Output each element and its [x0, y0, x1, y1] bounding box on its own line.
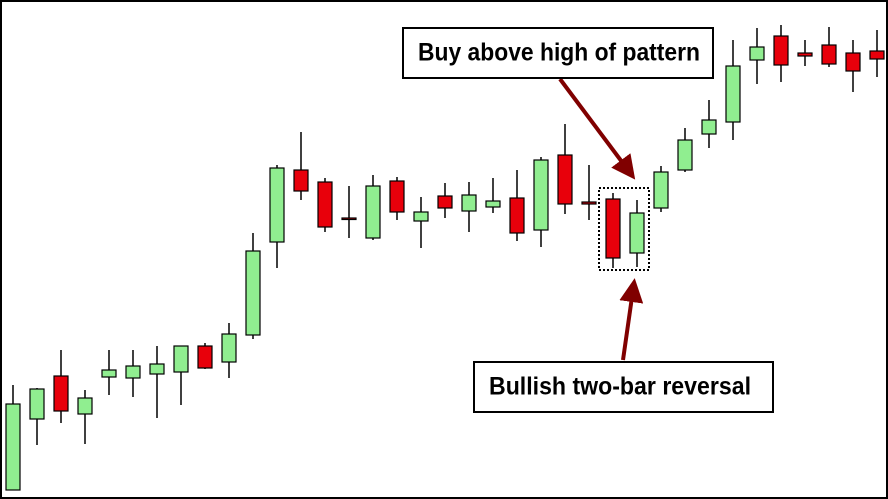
candle-body	[773, 35, 789, 66]
candle-body	[245, 250, 261, 336]
candle-body	[677, 139, 693, 171]
candle-body	[197, 345, 213, 369]
candle-body	[53, 375, 69, 412]
arrow	[558, 77, 636, 180]
candle-body	[605, 198, 621, 259]
candle-body	[389, 180, 405, 213]
candle-body	[77, 397, 93, 415]
annotation: Buy above high of pattern	[418, 39, 700, 67]
candles	[5, 25, 885, 491]
candle-body	[5, 403, 21, 491]
candle-body	[845, 52, 861, 72]
candle-body	[29, 388, 45, 420]
candle-body	[437, 195, 453, 209]
candle-body	[533, 159, 549, 231]
candle-body	[557, 154, 573, 205]
candle-body	[581, 201, 597, 205]
annotation-box	[473, 361, 774, 413]
candle-body	[821, 44, 837, 65]
annotation: Bullish two-bar reversal	[489, 373, 751, 401]
candle-body	[317, 181, 333, 228]
candle-body	[125, 365, 141, 379]
annotation-box	[402, 27, 714, 79]
candle-body	[149, 363, 165, 375]
candle-body	[413, 211, 429, 222]
candle-body	[173, 345, 189, 373]
candle-body	[341, 217, 357, 221]
candle-body	[869, 50, 885, 60]
candle-body	[749, 46, 765, 61]
pattern-box	[598, 187, 650, 271]
candle-body	[269, 167, 285, 243]
candle-body	[293, 169, 309, 192]
candle-body	[701, 119, 717, 135]
candle-body	[221, 333, 237, 363]
candle-body	[509, 197, 525, 234]
arrow	[619, 278, 644, 361]
candle-body	[629, 212, 645, 254]
candle-body	[461, 194, 477, 212]
candle-body	[725, 65, 741, 123]
candle-body	[365, 185, 381, 239]
candle-body	[101, 369, 117, 378]
candle-body	[485, 200, 501, 208]
candle-body	[797, 52, 813, 57]
candle-body	[653, 171, 669, 209]
